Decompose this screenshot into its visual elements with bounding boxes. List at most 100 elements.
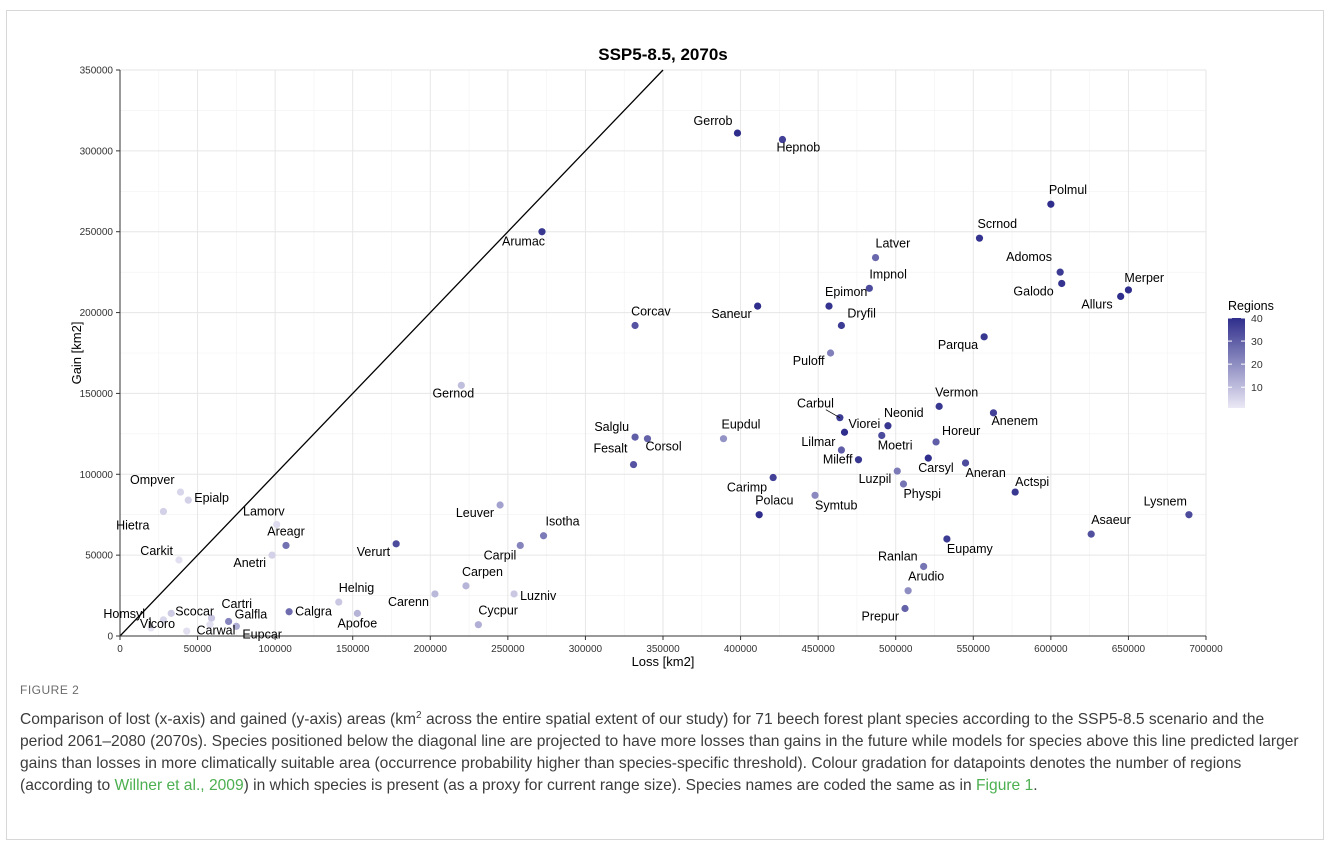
point-calgra — [285, 608, 293, 616]
point-lamorv — [273, 520, 281, 529]
data-points — [147, 129, 1193, 635]
legend-tick-label: 40 — [1251, 313, 1263, 325]
point-asaeur — [1087, 530, 1095, 538]
caption-text: Comparison of lost (x-axis) and gained (… — [20, 705, 1310, 797]
point-saneur — [754, 302, 762, 310]
point-label-carpen: Carpen — [462, 565, 503, 579]
point-cartri — [207, 614, 216, 622]
point-label-latver: Latver — [876, 237, 911, 251]
x-tick-label: 350000 — [646, 644, 680, 655]
point-label-allurs: Allurs — [1081, 297, 1112, 311]
point-label-viorei: Viorei — [849, 417, 881, 431]
point-label-mileff: Mileff — [823, 453, 853, 467]
diagonal-reference-line — [119, 69, 664, 637]
caption-part: ) in which species is present (as a prox… — [243, 777, 977, 795]
point-neonid — [884, 422, 892, 430]
chart-title: SSP5-8.5, 2070s — [598, 45, 727, 64]
point-polacu — [755, 511, 763, 519]
point-label-eupdul: Eupdul — [722, 418, 761, 432]
x-tick-label: 150000 — [336, 644, 370, 655]
x-tick-label: 650000 — [1112, 644, 1146, 655]
citation-link[interactable]: Willner et al., 2009 — [114, 777, 244, 795]
point-prepur — [901, 604, 909, 613]
point-label-helnig: Helnig — [339, 581, 374, 595]
point-gerrob — [733, 129, 742, 137]
y-axis-label: Gain [km2] — [69, 322, 84, 385]
point-labels: Gerrob Hepnob Polmul Arumac Scrnod Latver Adom… — [103, 114, 1187, 641]
y-tick-label: 250000 — [80, 227, 114, 238]
point-vicoro — [159, 616, 168, 624]
point-label-prepur: Prepur — [861, 610, 899, 624]
point-label-cycpur: Cycpur — [478, 604, 518, 618]
point-lilmar — [837, 446, 846, 454]
grid — [119, 69, 1207, 637]
y-tick-label: 0 — [107, 632, 113, 643]
reference-line-group — [119, 69, 664, 637]
point-label-apofoe: Apofoe — [338, 616, 378, 630]
point-label-merper: Merper — [1124, 271, 1164, 285]
point-anetri — [268, 551, 276, 559]
point-label-galfla: Galfla — [235, 607, 268, 621]
point-label-carenn: Carenn — [388, 595, 429, 609]
point-label-lysnem: Lysnem — [1144, 495, 1187, 509]
figure-link[interactable]: Figure 1 — [976, 777, 1034, 795]
figure-label: FIGURE 2 — [20, 683, 80, 697]
point-label-leuver: Leuver — [456, 506, 494, 520]
point-scocar — [167, 609, 175, 617]
point-adomos — [1056, 268, 1064, 276]
point-label-carwal: Carwal — [197, 624, 236, 638]
point-label-corsol: Corsol — [645, 440, 681, 454]
x-tick-label: 700000 — [1189, 644, 1223, 655]
point-label-anetri: Anetri — [233, 556, 266, 570]
point-label-anenem: Anenem — [991, 414, 1038, 428]
point-label-carimp: Carimp — [727, 481, 767, 495]
y-tick-label: 50000 — [85, 551, 113, 562]
label-leader-line — [825, 409, 841, 419]
x-axis-label: Loss [km2] — [632, 654, 695, 669]
point-actspi — [1011, 488, 1019, 496]
point-puloff — [826, 349, 835, 357]
point-label-actspi: Actspi — [1015, 475, 1049, 489]
axes: 0 50000 100000 150000 200000 250000 300000 3500… — [80, 66, 1223, 656]
y-tick-label: 200000 — [80, 308, 114, 319]
point-label-fesalt: Fesalt — [593, 442, 628, 456]
point-corsol — [643, 435, 652, 443]
x-tick-label: 550000 — [957, 644, 991, 655]
x-tick-label: 500000 — [879, 644, 913, 655]
point-label-neonid: Neonid — [884, 406, 924, 420]
point-carpen — [462, 582, 470, 590]
point-label-asaeur: Asaeur — [1091, 513, 1131, 527]
point-mileff — [854, 456, 863, 464]
caption-part: . — [1033, 777, 1038, 795]
point-eupcar — [232, 622, 240, 630]
point-latver — [871, 253, 880, 262]
point-label-gernod: Gernod — [432, 386, 474, 400]
point-allurs — [1117, 292, 1125, 300]
point-label-adomos: Adomos — [1006, 250, 1052, 264]
point-label-scocar: Scocar — [175, 604, 214, 618]
point-label-ompver: Ompver — [130, 473, 174, 487]
x-tick-label: 50000 — [184, 644, 212, 655]
y-tick-label: 300000 — [80, 146, 114, 157]
point-gernod — [457, 381, 465, 389]
point-impnol — [865, 284, 873, 292]
point-label-arudio: Arudio — [908, 570, 944, 584]
point-scrnod — [975, 234, 984, 242]
x-tick-label: 600000 — [1034, 644, 1068, 655]
point-moetri — [878, 431, 886, 440]
point-carpil — [516, 541, 524, 550]
point-ranlan — [920, 562, 928, 571]
point-helnig — [335, 598, 343, 606]
point-areagr — [282, 541, 290, 550]
color-legend: Regions 10 20 30 40 — [1228, 299, 1274, 408]
point-hepnob — [778, 135, 787, 144]
x-tick-label: 100000 — [258, 644, 292, 655]
point-galfla — [225, 617, 233, 626]
x-tick-label: 450000 — [801, 644, 835, 655]
point-eupamy — [943, 535, 951, 543]
legend-colorbar — [1228, 318, 1245, 408]
point-label-gerrob: Gerrob — [694, 114, 733, 128]
point-label-polmul: Polmul — [1049, 183, 1087, 197]
caption-part: Comparison of lost (x-axis) and gained (… — [20, 711, 417, 729]
caption-superscript: 2 — [416, 710, 422, 721]
